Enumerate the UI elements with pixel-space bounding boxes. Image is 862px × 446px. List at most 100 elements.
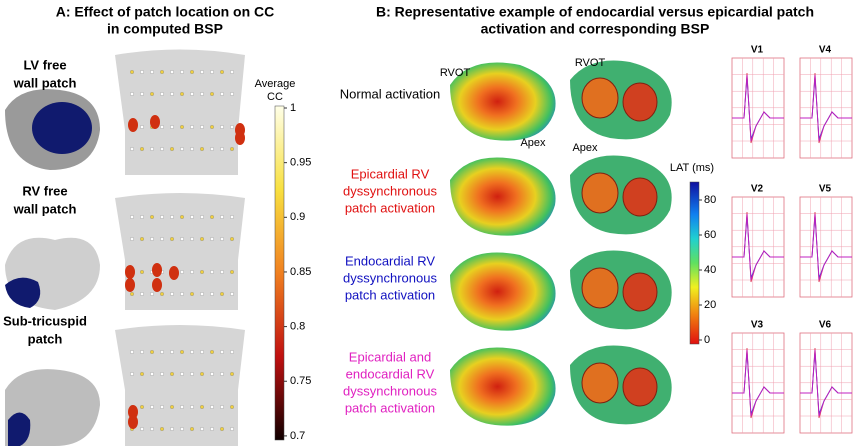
panel-b-title: B: Representative example of endocardial… xyxy=(376,4,814,20)
electrode xyxy=(230,372,234,376)
electrode xyxy=(180,350,184,354)
electrode xyxy=(220,237,224,241)
activation-label: Epicardial RV xyxy=(351,166,430,181)
electrode xyxy=(220,147,224,151)
electrode xyxy=(200,270,204,274)
electrode xyxy=(230,270,234,274)
electrode xyxy=(200,237,204,241)
electrode xyxy=(190,215,194,219)
electrode xyxy=(220,92,224,96)
electrode xyxy=(210,350,214,354)
lead-label: V5 xyxy=(819,184,832,195)
electrode xyxy=(190,427,194,431)
electrode xyxy=(200,372,204,376)
activation-label: Normal activation xyxy=(340,86,440,101)
electrode xyxy=(130,147,134,151)
electrode xyxy=(170,215,174,219)
electrode-large xyxy=(125,265,135,279)
electrode xyxy=(140,92,144,96)
rv-heart xyxy=(5,238,100,310)
activation-label: endocardial RV xyxy=(346,366,435,381)
panel-a-title: A: Effect of patch location on CC xyxy=(56,4,275,20)
activation-label: dyssynchronous xyxy=(343,183,437,198)
electrode xyxy=(220,292,224,296)
colorbar-tick-label: 40 xyxy=(704,264,716,276)
electrode xyxy=(140,292,144,296)
electrode xyxy=(210,270,214,274)
patch-label: patch xyxy=(28,331,63,346)
colorbar-tick-label: 0.85 xyxy=(290,266,311,278)
electrode xyxy=(170,70,174,74)
activation-label: patch activation xyxy=(345,287,435,302)
electrode xyxy=(130,237,134,241)
electrode xyxy=(130,92,134,96)
electrode xyxy=(190,147,194,151)
electrode xyxy=(160,350,164,354)
electrode xyxy=(170,427,174,431)
electrode xyxy=(230,92,234,96)
heart-valve xyxy=(623,178,657,216)
electrode xyxy=(150,292,154,296)
torsos xyxy=(115,50,245,446)
electrode xyxy=(190,292,194,296)
electrode xyxy=(200,70,204,74)
heart-valve xyxy=(623,273,657,311)
electrode xyxy=(160,427,164,431)
electrode xyxy=(150,350,154,354)
electrode xyxy=(170,292,174,296)
colorbar-tick-label: 0.7 xyxy=(290,430,305,442)
electrode xyxy=(140,147,144,151)
lead-label: V3 xyxy=(751,320,764,331)
colorbar-title: CC xyxy=(267,91,283,103)
heart-label: Apex xyxy=(572,142,598,154)
electrode xyxy=(210,292,214,296)
activation-label: Endocardial RV xyxy=(345,253,435,268)
electrode-large xyxy=(235,131,245,145)
electrode xyxy=(210,92,214,96)
electrode xyxy=(200,147,204,151)
electrode xyxy=(190,237,194,241)
activation-label: dyssynchronous xyxy=(343,270,437,285)
electrode xyxy=(230,350,234,354)
electrode xyxy=(220,270,224,274)
electrode xyxy=(180,270,184,274)
colorbar-tick-label: 0 xyxy=(704,334,710,346)
electrode xyxy=(160,215,164,219)
electrode xyxy=(180,292,184,296)
electrode xyxy=(200,427,204,431)
electrode xyxy=(160,92,164,96)
lead-label: V4 xyxy=(819,45,832,56)
electrode xyxy=(230,147,234,151)
electrode xyxy=(190,92,194,96)
panel-a-title: in computed BSP xyxy=(107,21,223,37)
cc-colorbar xyxy=(275,106,284,440)
electrode xyxy=(140,237,144,241)
electrode xyxy=(200,92,204,96)
colorbar-tick-label: 0.8 xyxy=(290,321,305,333)
electrode xyxy=(170,350,174,354)
electrode xyxy=(220,372,224,376)
heart-label: RVOT xyxy=(575,57,606,69)
heart-valve xyxy=(582,363,618,403)
electrode xyxy=(130,372,134,376)
electrode xyxy=(200,215,204,219)
electrode xyxy=(170,125,174,129)
electrode xyxy=(190,70,194,74)
lat-colorbar xyxy=(690,182,699,344)
electrode xyxy=(140,405,144,409)
colorbar-tick-label: 1 xyxy=(290,102,296,114)
electrode xyxy=(170,372,174,376)
electrode xyxy=(150,215,154,219)
activation-label: patch activation xyxy=(345,400,435,415)
electrode xyxy=(140,427,144,431)
patch-label: RV free xyxy=(22,183,67,198)
electrode xyxy=(220,215,224,219)
colorbar-tick-label: 0.9 xyxy=(290,211,305,223)
heart-valve xyxy=(623,368,657,406)
electrode xyxy=(180,215,184,219)
electrode xyxy=(180,405,184,409)
electrode xyxy=(230,405,234,409)
lead-label: V1 xyxy=(751,45,764,56)
electrode xyxy=(220,427,224,431)
electrode xyxy=(200,405,204,409)
